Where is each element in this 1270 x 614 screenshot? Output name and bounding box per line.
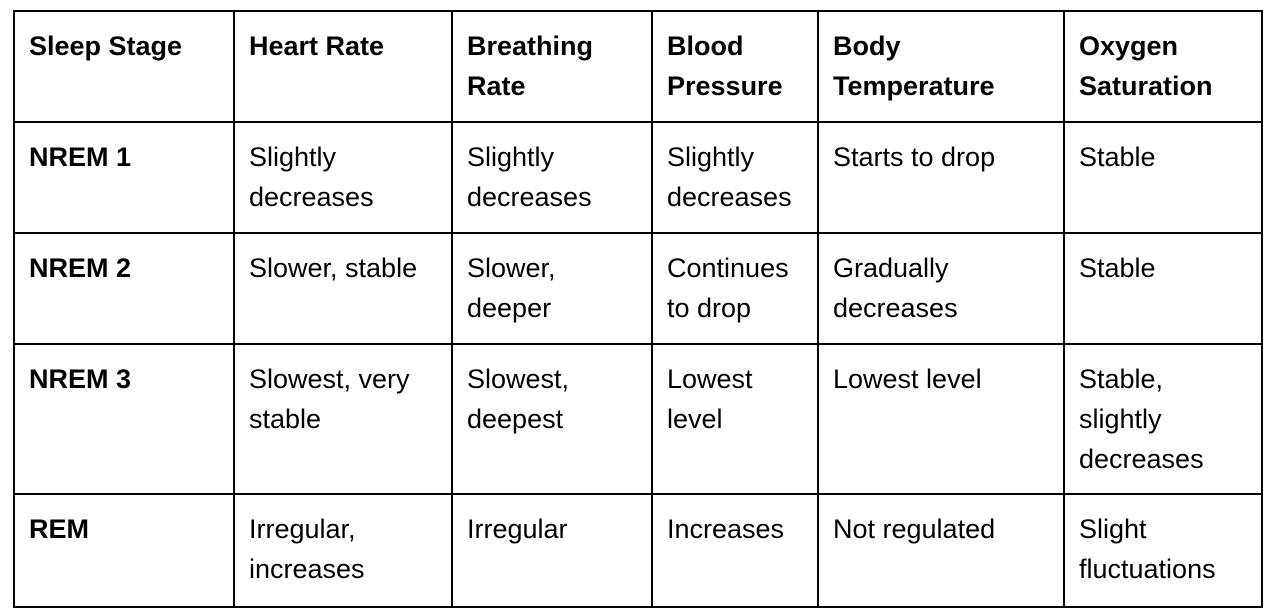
table-row: NREM 3 Slowest, very stable Slowest, dee… <box>13 343 1263 495</box>
cell-blood-pressure: Slightly decreases <box>651 121 819 234</box>
header-breathing-rate: Breathing Rate <box>451 10 653 123</box>
cell-sleep-stage: NREM 1 <box>13 121 235 234</box>
cell-oxygen-saturation: Stable <box>1063 232 1263 345</box>
cell-heart-rate: Slowest, very stable <box>233 343 453 495</box>
cell-oxygen-saturation: Stable <box>1063 121 1263 234</box>
cell-blood-pressure: Lowest level <box>651 343 819 495</box>
sleep-stage-table: Sleep Stage Heart Rate Breathing Rate Bl… <box>13 10 1263 608</box>
table-header-row: Sleep Stage Heart Rate Breathing Rate Bl… <box>13 10 1263 123</box>
cell-breathing-rate: Irregular <box>451 493 653 608</box>
header-oxygen-saturation: Oxygen Saturation <box>1063 10 1263 123</box>
cell-body-temperature: Starts to drop <box>817 121 1065 234</box>
cell-heart-rate: Irregular, increases <box>233 493 453 608</box>
header-body-temperature: Body Temperature <box>817 10 1065 123</box>
cell-sleep-stage: NREM 3 <box>13 343 235 495</box>
table-row: NREM 2 Slower, stable Slower, deeper Con… <box>13 232 1263 345</box>
cell-breathing-rate: Slower, deeper <box>451 232 653 345</box>
header-blood-pressure: Blood Pressure <box>651 10 819 123</box>
cell-body-temperature: Lowest level <box>817 343 1065 495</box>
cell-heart-rate: Slightly decreases <box>233 121 453 234</box>
cell-body-temperature: Not regulated <box>817 493 1065 608</box>
cell-blood-pressure: Continues to drop <box>651 232 819 345</box>
table-row: REM Irregular, increases Irregular Incre… <box>13 493 1263 608</box>
cell-body-temperature: Gradually decreases <box>817 232 1065 345</box>
cell-sleep-stage: NREM 2 <box>13 232 235 345</box>
cell-sleep-stage: REM <box>13 493 235 608</box>
table-row: NREM 1 Slightly decreases Slightly decre… <box>13 121 1263 234</box>
header-heart-rate: Heart Rate <box>233 10 453 123</box>
cell-breathing-rate: Slowest, deepest <box>451 343 653 495</box>
header-sleep-stage: Sleep Stage <box>13 10 235 123</box>
cell-oxygen-saturation: Slight fluctuations <box>1063 493 1263 608</box>
cell-heart-rate: Slower, stable <box>233 232 453 345</box>
cell-blood-pressure: Increases <box>651 493 819 608</box>
cell-breathing-rate: Slightly decreases <box>451 121 653 234</box>
cell-oxygen-saturation: Stable, slightly decreases <box>1063 343 1263 495</box>
